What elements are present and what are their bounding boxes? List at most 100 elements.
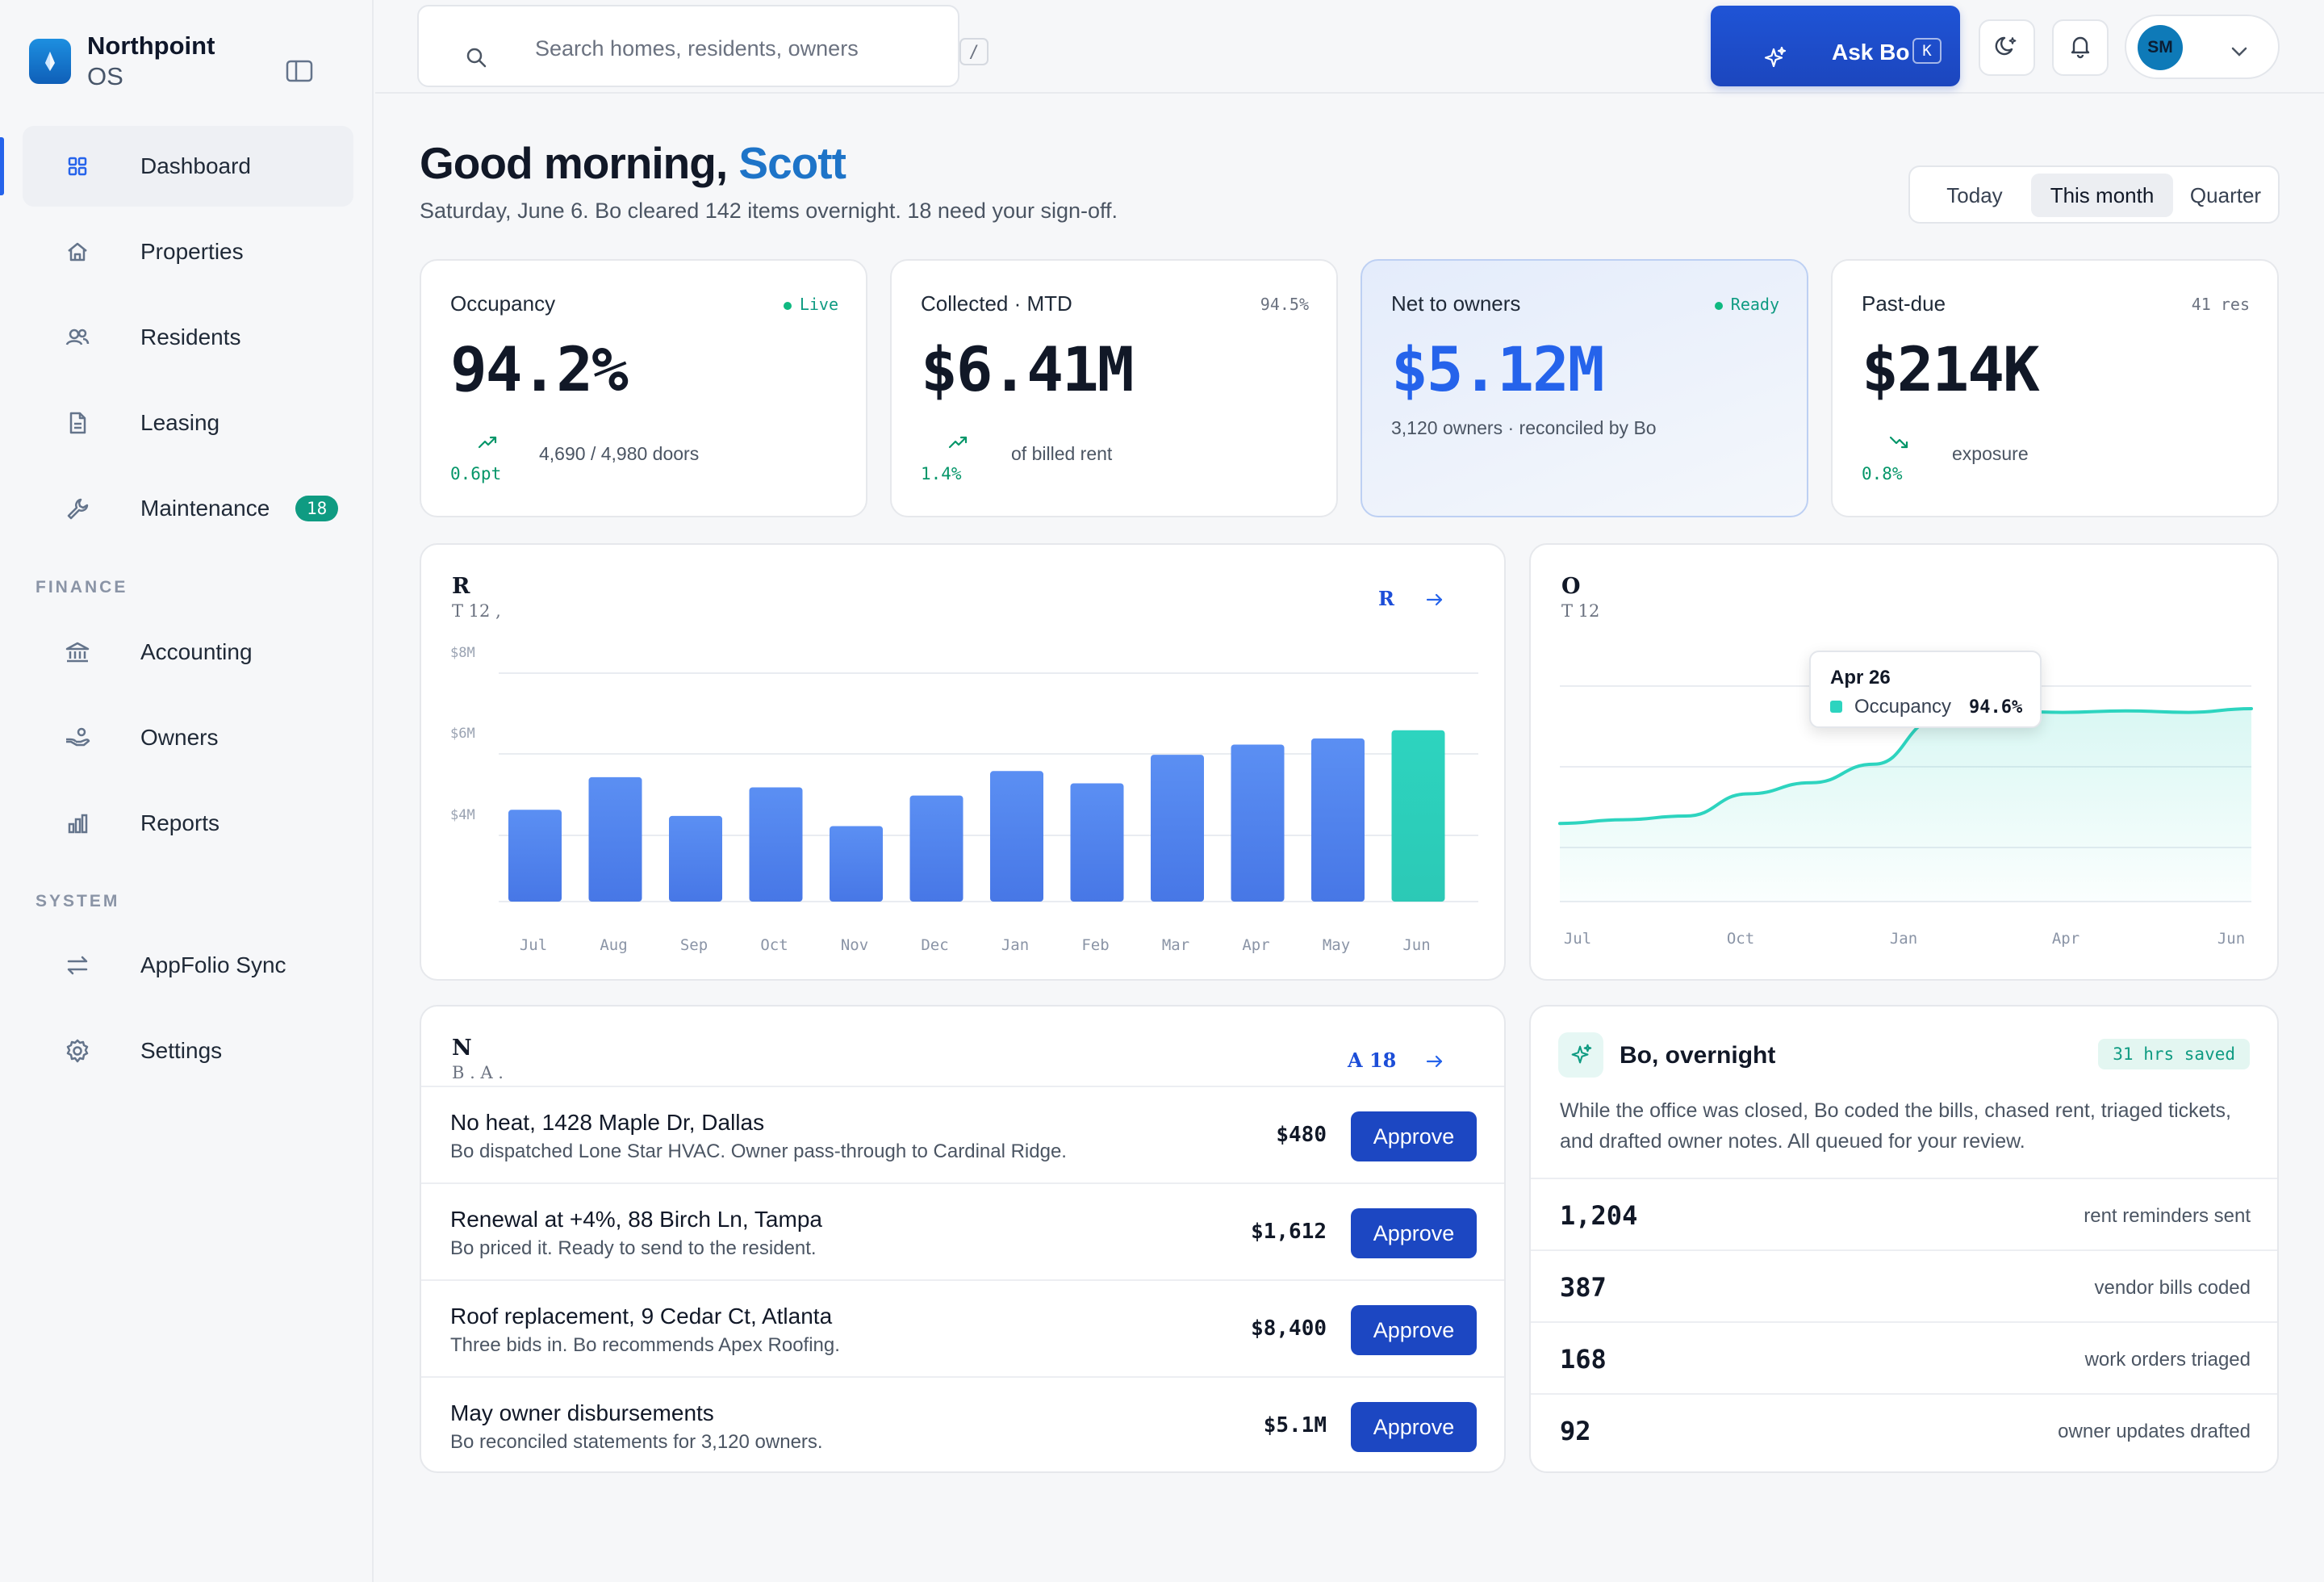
overnight-stat-row: 168 work orders triaged	[1531, 1321, 2277, 1393]
live-dot-icon	[783, 301, 792, 310]
arrow-right-icon[interactable]	[1425, 592, 1444, 612]
x-tick-label: Dec	[921, 936, 948, 954]
active-indicator	[0, 137, 4, 195]
approve-button[interactable]: Approve	[1351, 1402, 1477, 1452]
kpi-sub: exposure	[1952, 443, 2029, 464]
sidebar-item-properties[interactable]: Properties	[23, 211, 353, 292]
bar	[669, 815, 722, 902]
kpi-value: $214K	[1862, 333, 2040, 405]
topbar: / Ask Bo K SM	[375, 0, 2324, 94]
bar	[749, 787, 803, 902]
search-input[interactable]	[535, 31, 890, 66]
greeting-name: Scott	[738, 138, 846, 188]
approval-title: Roof replacement, 9 Cedar Ct, Atlanta	[450, 1304, 833, 1329]
search-icon	[464, 45, 488, 73]
sidebar-item-appfolio-sync[interactable]: AppFolio Sync	[23, 925, 353, 1006]
sidebar-item-label: Owners	[140, 725, 219, 750]
ask-bo-button[interactable]: Ask Bo K	[1711, 6, 1960, 86]
approve-all-link[interactable]: A 18	[1348, 1048, 1397, 1072]
stat-number: 387	[1560, 1272, 1607, 1303]
y-tick-label: $6M	[450, 726, 475, 742]
approval-row: Roof replacement, 9 Cedar Ct, Atlanta Th…	[421, 1279, 1504, 1376]
approval-desc: Bo reconciled statements for 3,120 owner…	[450, 1431, 823, 1453]
approvals-subtitle: B . A .	[452, 1063, 504, 1082]
kpi-card-collected[interactable]: Collected · MTD 94.5% $6.41M 1.4% of bil…	[890, 259, 1338, 517]
kpi-card-occupancy[interactable]: Occupancy Live 94.2% 0.6pt 4,690 / 4,980…	[420, 259, 867, 517]
theme-toggle-button[interactable]	[1979, 19, 2035, 76]
sidebar-item-label: Leasing	[140, 410, 220, 435]
x-tick-label: Jun	[2217, 930, 2245, 948]
x-tick-label: Jul	[520, 936, 547, 954]
x-tick-label: Aug	[600, 936, 627, 954]
kpi-tag-label: Live	[799, 295, 838, 314]
range-today[interactable]: Today	[1946, 182, 2003, 207]
notifications-button[interactable]	[2052, 19, 2109, 76]
approve-button[interactable]: Approve	[1351, 1305, 1477, 1355]
bar	[830, 826, 883, 902]
approval-amount: $8,400	[1251, 1316, 1327, 1341]
kpi-card-past-due[interactable]: Past-due 41 res $214K 0.8% exposure	[1831, 259, 2279, 517]
kpi-note: 3,120 owners · reconciled by Bo	[1391, 417, 1657, 438]
x-tick-label: Jul	[1564, 930, 1591, 948]
y-tick-label: $8M	[450, 645, 475, 661]
hand-coins-icon	[63, 723, 92, 752]
approval-amount: $1,612	[1251, 1220, 1327, 1244]
range-quarter[interactable]: Quarter	[2189, 182, 2262, 207]
ask-bo-shortcut-key: K	[1912, 38, 1942, 64]
approve-button[interactable]: Approve	[1351, 1208, 1477, 1258]
kpi-delta: 1.4%	[921, 464, 962, 483]
revenue-report-link[interactable]: R	[1378, 587, 1394, 610]
chart-subtitle: T 12 ,	[452, 601, 501, 621]
bank-icon	[63, 638, 92, 667]
kpi-card-net-to-owners[interactable]: Net to owners Ready $5.12M 3,120 owners …	[1361, 259, 1808, 517]
ask-bo-label: Ask Bo	[1832, 40, 1910, 65]
bar-chart-icon	[63, 809, 92, 838]
range-this-month[interactable]: This month	[2031, 174, 2173, 217]
sidebar-item-maintenance[interactable]: Maintenance 18	[23, 468, 353, 549]
search-box[interactable]: /	[417, 5, 989, 87]
x-tick-label: May	[1323, 936, 1350, 954]
sidebar-item-dashboard[interactable]: Dashboard	[23, 126, 353, 207]
overnight-title: Bo, overnight	[1620, 1042, 1776, 1069]
x-tick-label: Jun	[1402, 936, 1430, 954]
approval-desc: Bo priced it. Ready to send to the resid…	[450, 1237, 817, 1259]
approve-button[interactable]: Approve	[1351, 1111, 1477, 1161]
sidebar-item-leasing[interactable]: Leasing	[23, 383, 353, 463]
moon-icon	[1994, 33, 2020, 63]
brand[interactable]: Northpoint OS	[29, 31, 215, 90]
user-menu-button[interactable]: SM	[2125, 15, 2280, 79]
live-badge: Live	[783, 295, 838, 314]
bar	[1151, 755, 1204, 902]
bar	[1070, 783, 1124, 902]
overnight-description: While the office was closed, Bo coded th…	[1560, 1099, 2231, 1153]
kpi-value: $5.12M	[1391, 333, 1605, 405]
sidebar-item-residents[interactable]: Residents	[23, 297, 353, 378]
approval-row: May owner disbursements Bo reconciled st…	[421, 1376, 1504, 1471]
page-title: Good morning, Scott	[420, 137, 846, 189]
x-tick-label: Jan	[1001, 936, 1029, 954]
x-tick-label: Apr	[1242, 936, 1269, 954]
overnight-stat-row: 1,204 rent reminders sent	[1531, 1178, 2277, 1249]
overnight-stat-row: 92 owner updates drafted	[1531, 1393, 2277, 1465]
kpi-sub: of billed rent	[1011, 443, 1113, 464]
approval-row: Renewal at +4%, 88 Birch Ln, Tampa Bo pr…	[421, 1182, 1504, 1279]
sidebar-item-reports[interactable]: Reports	[23, 783, 353, 864]
sync-arrows-icon	[63, 951, 92, 980]
overnight-stat-row: 387 vendor bills coded	[1531, 1249, 2277, 1321]
grid-icon	[63, 152, 92, 181]
arrow-right-icon[interactable]	[1425, 1053, 1444, 1074]
sidebar-item-label: Accounting	[140, 639, 253, 664]
trend-up-icon	[478, 435, 499, 454]
sidebar-item-accounting[interactable]: Accounting	[23, 612, 353, 693]
sidebar-item-label: AppFolio Sync	[140, 952, 286, 977]
approval-desc: Three bids in. Bo recommends Apex Roofin…	[450, 1334, 840, 1356]
sidebar-item-owners[interactable]: Owners	[23, 697, 353, 778]
chevron-down-icon	[2230, 45, 2249, 62]
approval-amount: $480	[1276, 1123, 1327, 1147]
chart-tooltip: Apr 26 Occupancy 94.6%	[1809, 651, 2042, 728]
kpi-title: Collected · MTD	[921, 291, 1072, 316]
bar	[1311, 738, 1365, 902]
tooltip-label: Occupancy	[1854, 696, 1952, 718]
sidebar-collapse-icon[interactable]	[286, 60, 315, 84]
sidebar-item-settings[interactable]: Settings	[23, 1011, 353, 1091]
